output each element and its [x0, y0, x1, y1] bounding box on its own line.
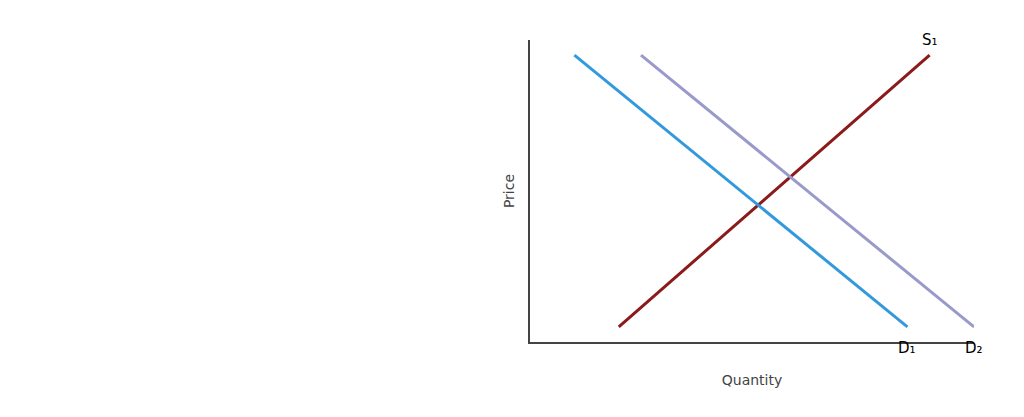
svg-text:S₁: S₁	[922, 31, 938, 49]
svg-text:D₂: D₂	[965, 339, 983, 357]
svg-text:Quantity: Quantity	[722, 372, 783, 388]
svg-text:D₁: D₁	[898, 339, 916, 357]
svg-text:Price: Price	[501, 174, 517, 208]
